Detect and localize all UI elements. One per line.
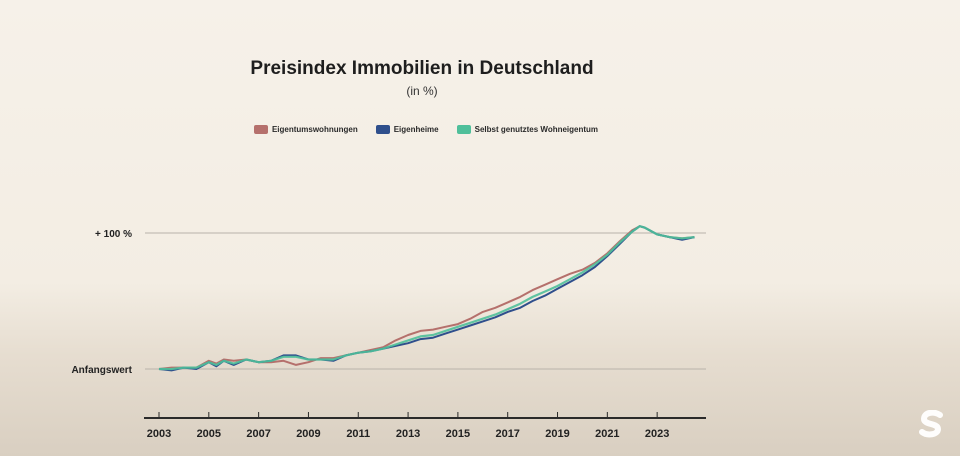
y-tick-label: + 100 % — [95, 229, 132, 240]
legend-label-eigenheime: Eigenheime — [393, 125, 439, 134]
x-axis-labels: 2003 2005 2007 2009 2011 2013 2015 2017 2019 2021… — [147, 428, 670, 440]
x-tick-label: 2015 — [446, 428, 470, 440]
y-tick-label: Anfangswert — [71, 365, 132, 376]
series-lines — [158, 225, 695, 372]
x-tick-label: 2017 — [495, 428, 519, 440]
x-tick-label: 2021 — [595, 428, 619, 440]
legend: Eigentumswohnungen Eigenheime Selbst gen… — [0, 125, 852, 134]
legend-label-selbst-genutztes-wohneigentum: Selbst genutztes Wohneigentum — [474, 125, 599, 134]
x-tick-label: 2011 — [346, 428, 370, 440]
x-tick-label: 2005 — [197, 428, 221, 440]
x-tick-label: 2023 — [645, 428, 669, 440]
brand-logo-icon — [919, 410, 943, 438]
x-tick-label: 2019 — [545, 428, 569, 440]
legend-swatch-eigentumswohnungen — [253, 125, 268, 134]
legend-item-eigenheime: Eigenheime — [375, 125, 439, 134]
legend-swatch-eigenheime — [375, 125, 390, 134]
gridlines — [145, 232, 706, 370]
x-tick-label: 2009 — [296, 428, 320, 440]
legend-item-selbst-genutztes-wohneigentum: Selbst genutztes Wohneigentum — [456, 125, 599, 134]
x-tick-label: 2007 — [246, 428, 270, 440]
x-tick-label: 2013 — [396, 428, 420, 440]
x-tick-label: 2003 — [147, 428, 171, 440]
chart-subtitle: (in %) — [406, 84, 438, 98]
chart-title: Preisindex Immobilien in Deutschland — [250, 58, 594, 79]
y-axis-labels: + 100 % Anfangswert — [71, 229, 132, 376]
legend-label-eigentumswohnungen: Eigentumswohnungen — [271, 125, 358, 134]
legend-swatch-selbst-genutztes-wohneigentum — [456, 125, 471, 134]
legend-item-eigentumswohnungen: Eigentumswohnungen — [253, 125, 358, 134]
series-line-selbst-genutztes-wohneigentum — [159, 225, 695, 371]
x-axis-ticks — [158, 412, 658, 418]
